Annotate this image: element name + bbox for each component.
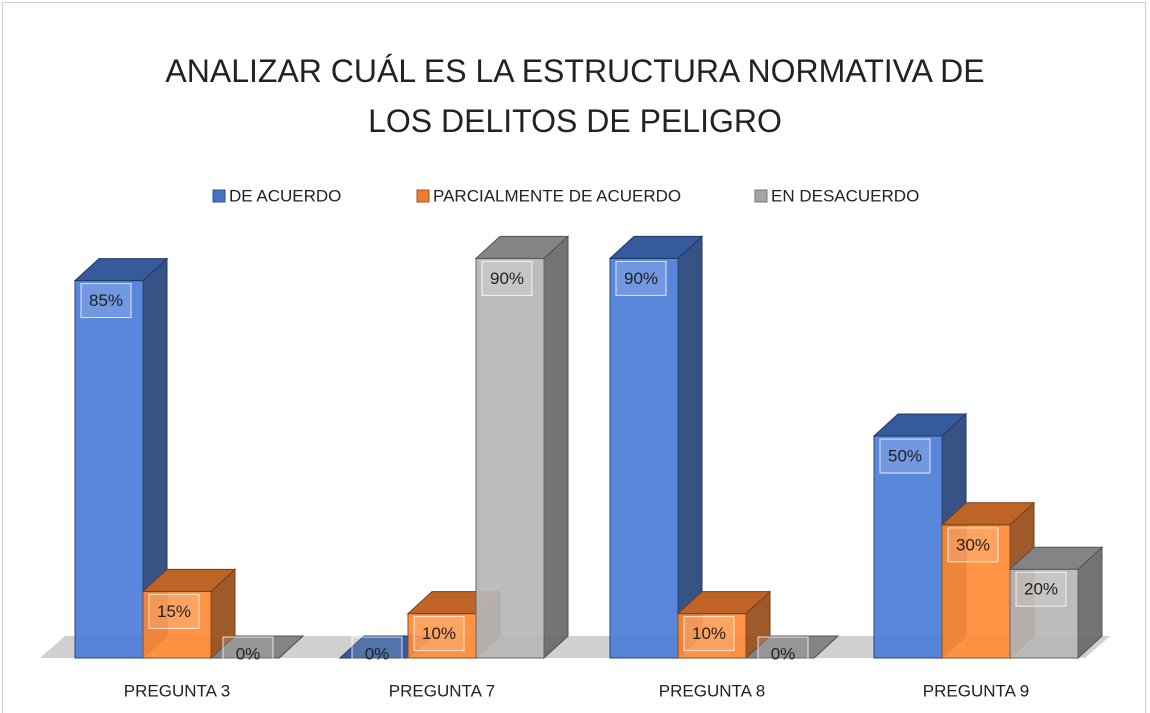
data-label-box [615, 260, 667, 296]
bar [608, 235, 704, 660]
bar-top [474, 235, 570, 259]
x-tick-label: PREGUNTA 9 [923, 681, 1029, 700]
data-label: 0% [771, 644, 796, 663]
floor [40, 636, 1110, 658]
data-label-box [879, 438, 931, 474]
data-label: 85% [89, 291, 123, 310]
legend-swatch [754, 189, 768, 203]
bar [73, 257, 169, 660]
data-label-box [413, 616, 465, 652]
bar [474, 235, 570, 660]
bar-top [744, 635, 840, 659]
bar-front [142, 590, 212, 659]
data-label-box [481, 260, 533, 296]
bar-top [209, 635, 305, 659]
data-label: 15% [157, 602, 191, 621]
bar-top [1008, 546, 1104, 570]
bar-side [543, 235, 569, 660]
data-label: 10% [692, 624, 726, 643]
bar-top [940, 502, 1036, 526]
data-label: 90% [490, 269, 524, 288]
bar-top [73, 258, 169, 282]
x-tick-label: PREGUNTA 3 [124, 681, 230, 700]
bar-front [941, 524, 1011, 659]
legend-label: EN DESACUERDO [771, 186, 919, 205]
x-tick-label: PREGUNTA 7 [389, 681, 495, 700]
data-label-box [148, 593, 200, 629]
bar [209, 635, 305, 659]
bar-front [475, 257, 545, 659]
data-label-box [351, 636, 403, 672]
data-label: 0% [365, 644, 390, 663]
data-label-box [1015, 571, 1067, 607]
data-label-box [757, 636, 809, 672]
legend-label: PARCIALMENTE DE ACUERDO [433, 186, 681, 205]
bar-front [1009, 568, 1079, 659]
bar-top [676, 591, 772, 615]
chart-title: ANALIZAR CUÁL ES LA ESTRUCTURA NORMATIVA… [165, 53, 985, 139]
legend-swatch [212, 189, 226, 203]
data-label-box [683, 616, 735, 652]
legend-swatch [416, 189, 430, 203]
data-label: 10% [422, 624, 456, 643]
bar-front [74, 280, 144, 659]
x-tick-label: PREGUNTA 8 [659, 681, 765, 700]
data-label: 20% [1024, 580, 1058, 599]
data-label-box [947, 527, 999, 563]
bar-top [141, 568, 237, 592]
bar-top [872, 413, 968, 437]
data-label: 90% [624, 269, 658, 288]
bar [1008, 546, 1104, 660]
data-label: 0% [236, 644, 261, 663]
bar [744, 635, 840, 659]
data-label-box [80, 283, 132, 319]
data-label: 50% [888, 446, 922, 465]
bar [676, 590, 772, 660]
data-label: 30% [956, 535, 990, 554]
legend-label: DE ACUERDO [229, 186, 341, 205]
bar-front [609, 257, 679, 659]
data-label-box [222, 636, 274, 672]
bar-top [608, 235, 704, 259]
